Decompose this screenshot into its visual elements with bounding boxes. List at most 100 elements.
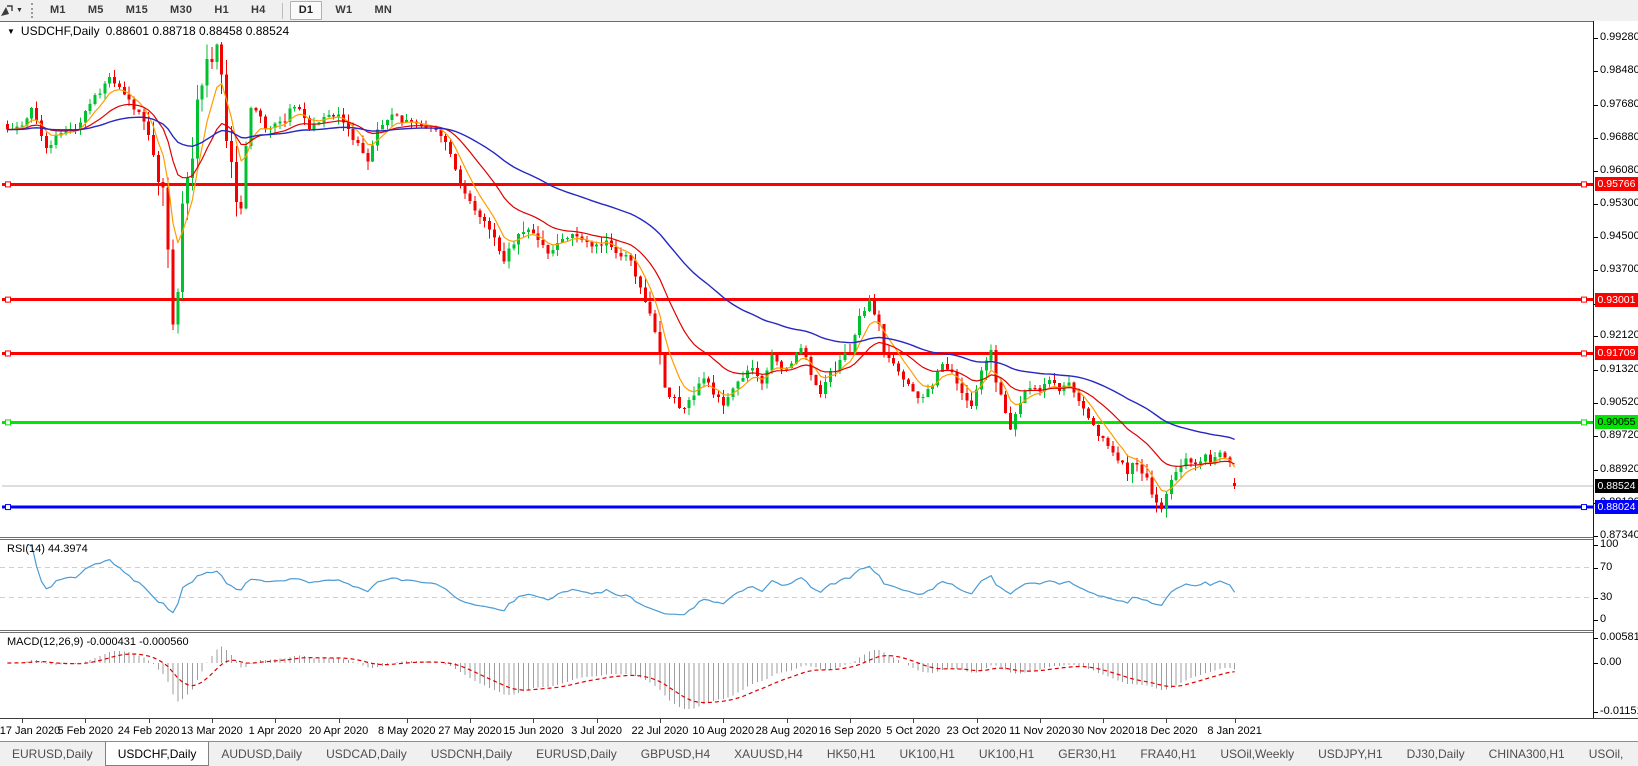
panel-separator[interactable] bbox=[0, 537, 1594, 540]
axis-tick bbox=[1594, 336, 1598, 338]
tab-china300-h1[interactable]: CHINA300,H1 bbox=[1488, 747, 1565, 761]
rsi-axis-label: 0 bbox=[1600, 613, 1607, 625]
axis-tick bbox=[1594, 403, 1598, 405]
tab-usdchf-daily[interactable]: USDCHF,Daily bbox=[104, 742, 210, 766]
ma-mid bbox=[7, 103, 1235, 467]
axis-tick bbox=[1594, 662, 1598, 664]
date-label: 5 Feb 2020 bbox=[57, 725, 114, 737]
axis-tick bbox=[1594, 237, 1598, 239]
date-label: 24 Feb 2020 bbox=[117, 725, 180, 737]
date-axis[interactable]: 17 Jan 2020 5 Feb 2020 24 Feb 2020 13 Mar 2… bbox=[0, 718, 1638, 741]
date-tick bbox=[406, 719, 408, 723]
date-tick bbox=[275, 719, 277, 723]
price-axis-label: 0.90520 bbox=[1600, 396, 1638, 409]
date-tick bbox=[1039, 719, 1041, 723]
axis-tick bbox=[1594, 71, 1598, 73]
rsi-panel[interactable]: RSI(14) 44.3974 bbox=[0, 540, 1593, 630]
rsi-canvas[interactable] bbox=[0, 540, 1593, 630]
hline-price-badge: 0.93001 bbox=[1595, 292, 1638, 307]
macd-label: MACD(12,26,9) -0.000431 -0.000560 bbox=[7, 636, 189, 648]
timeframe-button-W1[interactable]: W1 bbox=[335, 4, 353, 16]
axis-tick bbox=[1594, 369, 1598, 371]
rsi-axis-label: 30 bbox=[1600, 590, 1613, 603]
rsi-label: RSI(14) 44.3974 bbox=[7, 543, 88, 555]
macd-canvas[interactable] bbox=[0, 633, 1593, 717]
date-label: 10 Aug 2020 bbox=[692, 725, 755, 737]
price-axis-label: 0.88920 bbox=[1600, 462, 1638, 475]
tab-xauusd-h4[interactable]: XAUUSD,H4 bbox=[734, 747, 803, 761]
tab-audusd-daily[interactable]: AUDUSD,Daily bbox=[221, 747, 303, 761]
timeframe-button-MN[interactable]: MN bbox=[374, 4, 393, 16]
hline-price-badge: 0.88024 bbox=[1595, 500, 1638, 515]
tab-usoil-[interactable]: USOil, bbox=[1588, 747, 1624, 761]
macd-axis-label: 0.005818 bbox=[1600, 631, 1638, 644]
date-tick bbox=[596, 719, 598, 723]
tab-hk50-h1[interactable]: HK50,H1 bbox=[826, 747, 876, 761]
date-tick bbox=[22, 719, 23, 723]
tab-usdjpy-h1[interactable]: USDJPY,H1 bbox=[1318, 747, 1383, 761]
price-axis-label: 0.87340 bbox=[1600, 528, 1638, 541]
axis-tick bbox=[1594, 203, 1598, 205]
macd-signal-line bbox=[7, 653, 1235, 704]
price-axis-label: 0.97680 bbox=[1600, 97, 1638, 110]
price-axis-label: 0.98480 bbox=[1600, 64, 1638, 77]
tab-fra40-h1[interactable]: FRA40,H1 bbox=[1140, 747, 1197, 761]
axis-tick bbox=[1594, 436, 1598, 438]
axis-tick bbox=[1594, 171, 1598, 173]
axis-tick bbox=[1594, 137, 1598, 139]
tab-uk100-h1[interactable]: UK100,H1 bbox=[899, 747, 955, 761]
tab-uk100-h1[interactable]: UK100,H1 bbox=[978, 747, 1035, 761]
candlestick-canvas[interactable] bbox=[0, 22, 1593, 537]
timeframe-button-H4[interactable]: H4 bbox=[251, 4, 266, 16]
hline-price-badge: 0.90055 bbox=[1595, 415, 1638, 430]
date-tick bbox=[211, 719, 213, 723]
date-label: 20 Apr 2020 bbox=[308, 725, 369, 737]
price-axis-label: 0.96080 bbox=[1600, 164, 1638, 177]
toolbar-grip[interactable] bbox=[30, 3, 33, 18]
caret-down-icon: ▼ bbox=[16, 7, 23, 14]
macd-axis-label: 0.00 bbox=[1600, 655, 1622, 668]
price-axis-label: 0.95300 bbox=[1600, 196, 1638, 209]
timeframe-button-M15[interactable]: M15 bbox=[125, 4, 149, 16]
macd-axis-label: -0.011514 bbox=[1600, 704, 1638, 717]
date-tick bbox=[1103, 719, 1105, 723]
tab-dj30-daily[interactable]: DJ30,Daily bbox=[1406, 747, 1465, 761]
tab-eurusd-daily[interactable]: EURUSD,Daily bbox=[536, 747, 617, 761]
tab-usdcad-daily[interactable]: USDCAD,Daily bbox=[326, 747, 407, 761]
ma-slow bbox=[7, 116, 1235, 441]
price-axis-label: 0.91320 bbox=[1600, 362, 1638, 375]
price-axis-label: 0.93700 bbox=[1600, 263, 1638, 276]
tab-eurusd-daily[interactable]: EURUSD,Daily bbox=[12, 747, 93, 761]
date-label: 8 May 2020 bbox=[377, 725, 436, 737]
axis-tick bbox=[1594, 535, 1598, 537]
timeframe-button-M30[interactable]: M30 bbox=[170, 4, 193, 16]
axis-tick bbox=[1594, 711, 1598, 713]
tab-usdcnh-daily[interactable]: USDCNH,Daily bbox=[430, 747, 513, 761]
chart-cursor-tool[interactable]: ▼ bbox=[0, 2, 26, 20]
price-chart-panel[interactable]: ▼ USDCHF,Daily 0.88601 0.88718 0.88458 0… bbox=[0, 22, 1593, 537]
date-tick bbox=[1166, 719, 1168, 723]
price-axis[interactable]: 0.99280 0.98480 0.97680 0.96880 0.96080 0.953… bbox=[1593, 21, 1638, 718]
date-label: 28 Aug 2020 bbox=[755, 725, 818, 737]
date-tick bbox=[976, 719, 978, 723]
triangle-down-icon: ▼ bbox=[7, 26, 15, 36]
panel-separator[interactable] bbox=[0, 630, 1594, 633]
macd-panel[interactable]: MACD(12,26,9) -0.000431 -0.000560 bbox=[0, 633, 1593, 717]
tab-usoil-weekly[interactable]: USOil,Weekly bbox=[1220, 747, 1295, 761]
timeframe-button-D1[interactable]: D1 bbox=[289, 1, 323, 20]
axis-tick bbox=[1594, 567, 1598, 569]
tab-ger30-h1[interactable]: GER30,H1 bbox=[1058, 747, 1117, 761]
axis-tick bbox=[1594, 37, 1598, 39]
timeframe-button-M1[interactable]: M1 bbox=[49, 4, 66, 16]
tab-gbpusd-h4[interactable]: GBPUSD,H4 bbox=[640, 747, 711, 761]
current-price-badge: 0.88524 bbox=[1595, 479, 1638, 494]
timeframe-button-H1[interactable]: H1 bbox=[214, 4, 230, 16]
date-label: 27 May 2020 bbox=[438, 725, 502, 737]
chart-title: ▼ USDCHF,Daily 0.88601 0.88718 0.88458 0… bbox=[7, 24, 289, 38]
date-label: 11 Nov 2020 bbox=[1009, 725, 1071, 737]
date-tick bbox=[338, 719, 340, 723]
date-label: 23 Oct 2020 bbox=[946, 725, 1007, 737]
timeframe-button-M5[interactable]: M5 bbox=[87, 4, 104, 16]
price-axis-label: 0.92120 bbox=[1600, 329, 1638, 342]
